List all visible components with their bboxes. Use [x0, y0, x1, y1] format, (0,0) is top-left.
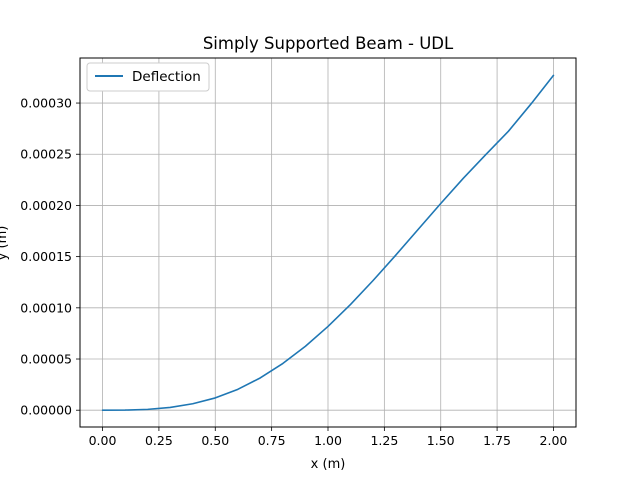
x-tick-label: 1.75 [483, 433, 511, 448]
legend: Deflection [86, 62, 210, 92]
y-tick-label: 0.00015 [20, 249, 72, 264]
x-tick-label: 0.50 [201, 433, 229, 448]
x-tick-label: 0.00 [89, 433, 117, 448]
x-tick-label: 2.00 [540, 433, 568, 448]
y-tick-label: 0.00025 [20, 147, 72, 162]
x-tick-label: 1.00 [314, 433, 342, 448]
y-tick-label: 0.00010 [20, 300, 72, 315]
x-tick-label: 0.75 [258, 433, 286, 448]
chart-title: Simply Supported Beam - UDL [203, 34, 454, 53]
legend-box [86, 62, 210, 92]
x-tick-label: 1.25 [370, 433, 398, 448]
grid [80, 58, 576, 427]
y-tick-label: 0.00005 [20, 352, 72, 367]
x-tick-label: 1.50 [427, 433, 455, 448]
series-lines [101, 74, 555, 412]
legend-label-deflection: Deflection [132, 69, 201, 85]
y-tick-label: 0.00000 [20, 403, 72, 418]
series-line-deflection [101, 74, 555, 412]
y-tick-label: 0.00020 [20, 198, 72, 213]
x-tick-label: 0.25 [145, 433, 173, 448]
y-axis-label: y (m) [0, 226, 10, 261]
ticks: 0.00 0.25 0.50 0.75 1.00 1.25 1.50 1.75 2.00 0.00… [20, 96, 567, 448]
y-tick-label: 0.00030 [20, 96, 72, 111]
x-axis-label: x (m) [311, 457, 346, 472]
